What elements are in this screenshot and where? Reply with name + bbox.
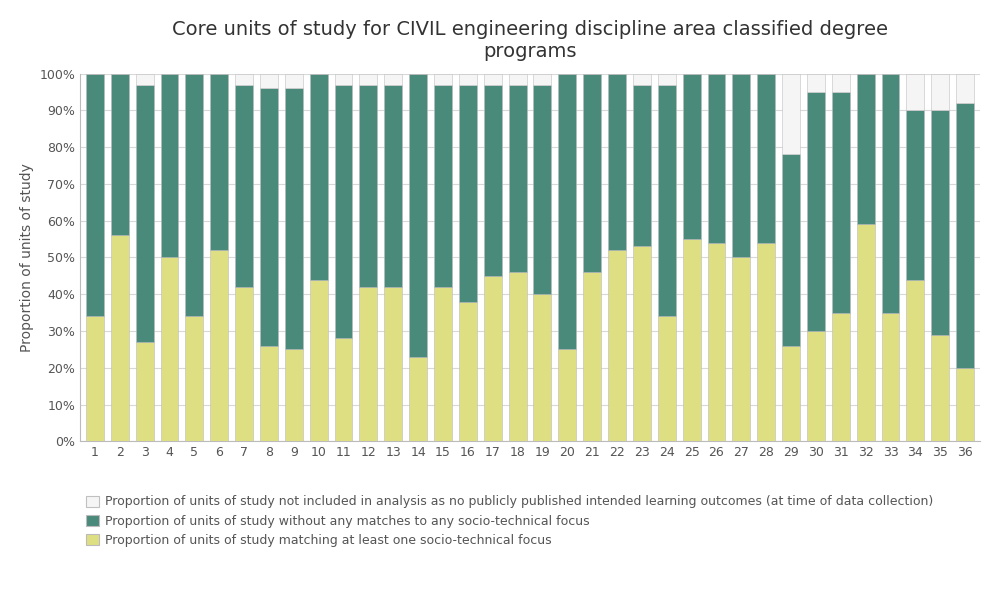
Bar xyxy=(235,287,253,441)
Bar xyxy=(335,85,352,338)
Bar xyxy=(235,85,253,287)
Bar xyxy=(931,110,949,335)
Bar xyxy=(757,243,775,441)
Bar xyxy=(409,74,427,357)
Bar xyxy=(161,74,178,257)
Bar xyxy=(708,74,725,243)
Bar xyxy=(384,287,402,441)
Bar xyxy=(931,74,949,110)
Bar xyxy=(285,74,303,88)
Bar xyxy=(782,154,800,346)
Bar xyxy=(335,338,352,441)
Bar xyxy=(459,74,477,85)
Bar xyxy=(509,74,527,85)
Bar xyxy=(210,74,228,250)
Bar xyxy=(882,313,899,441)
Bar xyxy=(683,239,701,441)
Bar xyxy=(832,92,850,313)
Bar xyxy=(260,88,278,346)
Bar xyxy=(310,74,328,280)
Bar xyxy=(136,74,154,85)
Bar xyxy=(359,85,377,287)
Bar xyxy=(931,335,949,441)
Bar xyxy=(509,85,527,272)
Bar xyxy=(136,342,154,441)
Bar xyxy=(210,250,228,441)
Bar xyxy=(384,74,402,85)
Bar xyxy=(260,74,278,88)
Bar xyxy=(633,246,651,441)
Bar xyxy=(484,85,502,276)
Bar xyxy=(310,280,328,441)
Bar xyxy=(409,357,427,441)
Bar xyxy=(558,74,576,349)
Bar xyxy=(583,74,601,272)
Bar xyxy=(185,74,203,316)
Bar xyxy=(956,368,974,441)
Bar xyxy=(757,74,775,243)
Bar xyxy=(832,313,850,441)
Legend: Proportion of units of study not included in analysis as no publicly published i: Proportion of units of study not include… xyxy=(86,495,933,547)
Bar xyxy=(906,110,924,280)
Bar xyxy=(484,276,502,441)
Bar xyxy=(658,316,676,441)
Bar xyxy=(434,85,452,287)
Bar xyxy=(484,74,502,85)
Bar xyxy=(533,294,551,441)
Bar xyxy=(906,280,924,441)
Bar xyxy=(683,74,701,239)
Bar xyxy=(459,302,477,441)
Bar xyxy=(185,316,203,441)
Bar xyxy=(906,74,924,110)
Bar xyxy=(782,74,800,154)
Bar xyxy=(633,85,651,246)
Bar xyxy=(658,74,676,85)
Bar xyxy=(608,74,626,250)
Bar xyxy=(732,74,750,257)
Bar xyxy=(558,349,576,441)
Title: Core units of study for CIVIL engineering discipline area classified degree
prog: Core units of study for CIVIL engineerin… xyxy=(172,20,888,61)
Y-axis label: Proportion of units of study: Proportion of units of study xyxy=(20,163,34,352)
Bar xyxy=(235,74,253,85)
Bar xyxy=(533,85,551,294)
Bar xyxy=(359,287,377,441)
Bar xyxy=(608,250,626,441)
Bar xyxy=(434,74,452,85)
Bar xyxy=(782,346,800,441)
Bar xyxy=(111,74,129,235)
Bar xyxy=(359,74,377,85)
Bar xyxy=(807,92,825,331)
Bar xyxy=(260,346,278,441)
Bar xyxy=(807,74,825,92)
Bar xyxy=(807,331,825,441)
Bar xyxy=(509,272,527,441)
Bar xyxy=(857,74,875,224)
Bar xyxy=(285,88,303,349)
Bar xyxy=(732,257,750,441)
Bar xyxy=(285,349,303,441)
Bar xyxy=(459,85,477,302)
Bar xyxy=(857,224,875,441)
Bar xyxy=(533,74,551,85)
Bar xyxy=(86,74,104,316)
Bar xyxy=(832,74,850,92)
Bar xyxy=(335,74,352,85)
Bar xyxy=(136,85,154,342)
Bar xyxy=(708,243,725,441)
Bar xyxy=(111,235,129,441)
Bar xyxy=(384,85,402,287)
Bar xyxy=(161,257,178,441)
Bar xyxy=(956,103,974,368)
Bar xyxy=(583,272,601,441)
Bar xyxy=(658,85,676,316)
Bar xyxy=(86,316,104,441)
Bar xyxy=(882,74,899,313)
Bar xyxy=(956,74,974,103)
Bar xyxy=(434,287,452,441)
Bar xyxy=(633,74,651,85)
